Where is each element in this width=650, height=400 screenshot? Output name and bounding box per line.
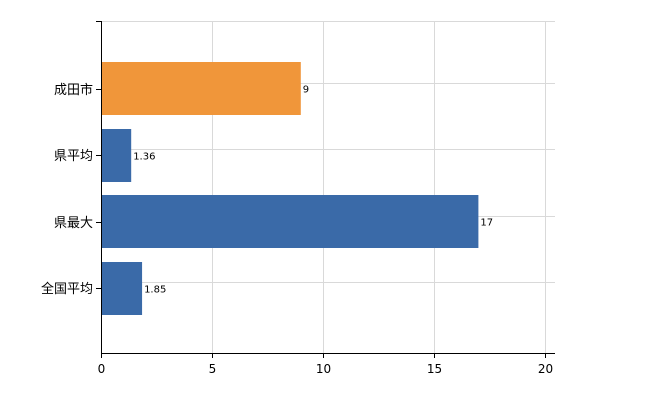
x-tick-label-0: 0	[98, 362, 106, 376]
x-tick-label-2: 10	[316, 362, 331, 376]
data-labels: 9 1.36 17 1.85	[133, 85, 493, 296]
x-axis-ticks: 0 5 10 15 20	[98, 353, 553, 376]
bar-3	[102, 262, 143, 315]
data-label-1: 1.36	[133, 152, 155, 163]
category-label-1: 県平均	[54, 149, 93, 164]
x-tick-label-1: 5	[209, 362, 217, 376]
data-label-3: 1.85	[144, 285, 166, 296]
category-label-2: 県最大	[54, 216, 93, 231]
category-label-3: 全国平均	[41, 281, 93, 297]
data-label-0: 9	[303, 85, 309, 96]
bar-0	[102, 62, 301, 115]
bar-1	[102, 129, 132, 182]
bar-2	[102, 195, 479, 248]
bars	[102, 62, 479, 315]
axes	[96, 21, 555, 354]
x-tick-label-4: 20	[538, 362, 553, 376]
x-tick-label-3: 15	[427, 362, 442, 376]
data-label-2: 17	[480, 218, 493, 229]
category-label-0: 成田市	[54, 82, 93, 98]
